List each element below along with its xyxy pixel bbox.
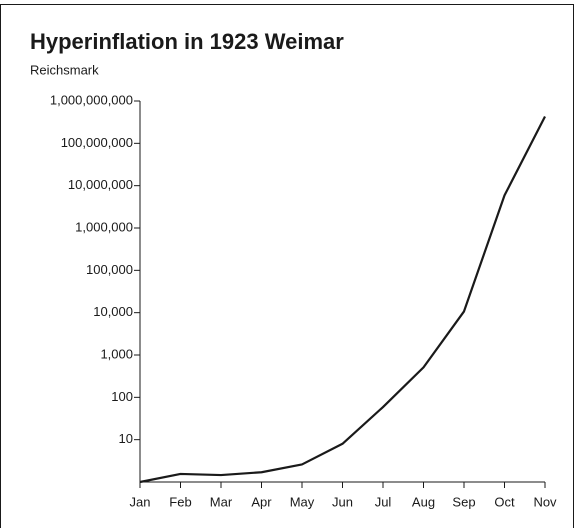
y-tick-label: 100,000,000 <box>61 135 133 150</box>
chart-subtitle: Reichsmark <box>30 62 99 77</box>
y-tick-label: 10,000,000 <box>68 177 133 192</box>
x-tick-label: Jun <box>332 494 353 509</box>
x-tick-label: Jul <box>375 494 392 509</box>
y-tick-label: 100,000 <box>86 262 133 277</box>
x-tick-label: Feb <box>169 494 191 509</box>
y-tick-label: 10,000 <box>93 304 133 319</box>
y-tick-label: 1,000,000,000 <box>50 92 133 107</box>
y-tick-label: 1,000 <box>100 346 133 361</box>
y-tick-label: 10 <box>119 431 133 446</box>
x-tick-label: Mar <box>210 494 233 509</box>
chart-title: Hyperinflation in 1923 Weimar <box>30 29 344 54</box>
frame <box>0 4 574 528</box>
x-tick-label: May <box>290 494 315 509</box>
x-tick-label: Apr <box>251 494 272 509</box>
x-tick-label: Oct <box>494 494 515 509</box>
x-tick-label: Nov <box>533 494 557 509</box>
x-tick-label: Aug <box>412 494 435 509</box>
y-tick-label: 100 <box>111 389 133 404</box>
y-tick-label: 1,000,000 <box>75 219 133 234</box>
line <box>139 116 546 484</box>
x-tick-label: Sep <box>452 494 475 509</box>
x-tick-label: Jan <box>130 494 151 509</box>
